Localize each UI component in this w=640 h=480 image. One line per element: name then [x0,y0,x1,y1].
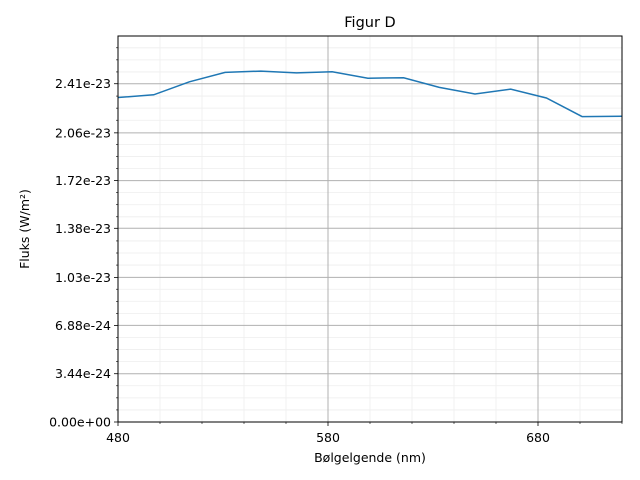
series-line [117,70,623,118]
axis-ticks: 480 580 680 0.00e+00 3.44e-24 6.88e-24 1.03e-2… [49,47,623,445]
y-tick-label: 6.88e-24 [55,318,111,333]
y-axis-label: Fluks (W/m²) [17,189,32,269]
y-tick-label: 2.41e-23 [55,76,111,91]
x-axis-label: Bølgelgende (nm) [314,450,426,465]
y-tick-label: 2.06e-23 [55,125,111,140]
y-tick-label: 3.44e-24 [55,366,111,381]
y-tick-label: 0.00e+00 [49,415,111,430]
x-tick-label: 480 [106,430,130,445]
y-tick-label: 1.03e-23 [55,270,111,285]
x-tick-label: 580 [316,430,340,445]
chart-title: Figur D [344,15,395,31]
y-tick-label: 1.72e-23 [55,173,111,188]
x-tick-label: 680 [526,430,550,445]
y-tick-label: 1.38e-23 [55,221,111,236]
